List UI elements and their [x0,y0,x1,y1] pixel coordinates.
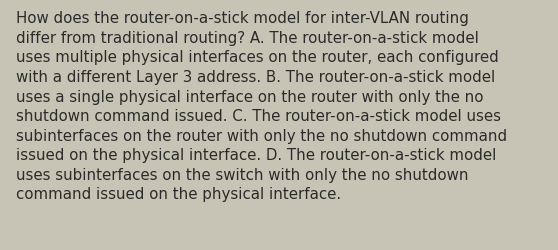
Text: How does the router-on-a-stick model for inter-VLAN routing
differ from traditio: How does the router-on-a-stick model for… [16,11,507,202]
